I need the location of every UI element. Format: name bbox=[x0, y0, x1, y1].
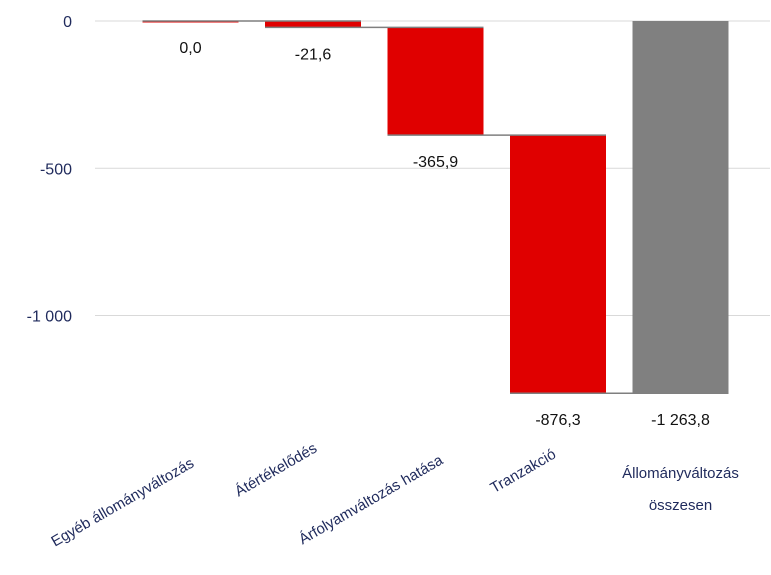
bar bbox=[510, 135, 606, 394]
data-label: -21,6 bbox=[295, 46, 332, 63]
x-tick-label: Árfolyamváltozás hatása bbox=[296, 451, 447, 548]
bar bbox=[387, 27, 484, 136]
x-tick-label: Átértékelődés bbox=[232, 440, 320, 501]
x-tick-label: összesen bbox=[649, 497, 712, 514]
x-tick-label: Állományváltozás bbox=[622, 465, 739, 482]
bar bbox=[265, 21, 361, 28]
y-tick-label: 0 bbox=[63, 14, 72, 31]
y-tick-label: -1 000 bbox=[27, 309, 72, 326]
bar bbox=[632, 21, 729, 394]
data-label: -876,3 bbox=[535, 412, 580, 429]
data-label: -365,9 bbox=[413, 154, 458, 171]
data-label: 0,0 bbox=[179, 40, 201, 57]
x-tick-label: Tranzakció bbox=[487, 446, 559, 497]
data-label: -1 263,8 bbox=[651, 412, 710, 429]
y-tick-label: -500 bbox=[40, 161, 72, 178]
x-tick-label: Egyéb állományváltozás bbox=[48, 455, 197, 551]
